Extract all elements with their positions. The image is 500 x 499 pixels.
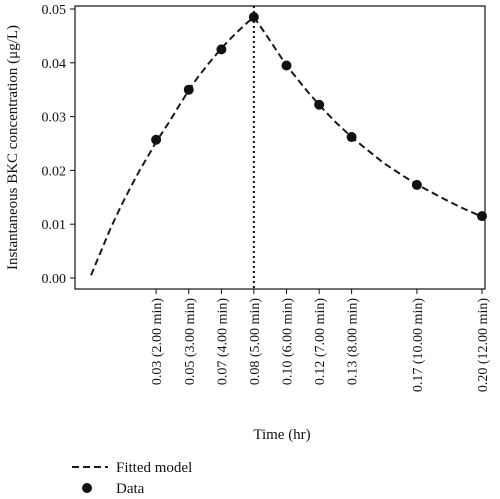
data-point [314, 99, 325, 110]
x-tick-label: 0.17 (10.00 min) [411, 298, 426, 392]
data-point [248, 12, 259, 23]
y-tick-label: 0.05 [42, 3, 67, 18]
legend: Fitted model Data [72, 460, 192, 497]
legend-label-data: Data [116, 481, 145, 497]
x-tick-label: 0.08 (5.00 min) [248, 298, 263, 385]
data-point [411, 179, 422, 190]
x-tick-label: 0.20 (12.00 min) [476, 298, 491, 392]
data-point [281, 60, 292, 71]
x-tick-label: 0.13 (8.00 min) [346, 298, 361, 385]
data-point [477, 211, 487, 222]
x-tick-label: 0.12 (7.00 min) [313, 298, 328, 385]
x-tick-label: 0.05 (3.00 min) [183, 298, 198, 385]
x-tick-label: 0.10 (6.00 min) [281, 298, 296, 385]
fitted-model-line [90, 15, 483, 276]
legend-circle-marker [82, 483, 92, 493]
data-point [151, 134, 162, 145]
y-tick-label: 0.01 [42, 218, 67, 233]
plot-area: 0.00 0.01 0.02 0.03 0.04 0.05 0.03 (2.00 min) 0… [42, 3, 492, 392]
y-axis-label: Instantaneous BKC concentration (μg/L) [5, 25, 21, 270]
data-point [216, 44, 227, 55]
plot-frame [74, 5, 486, 290]
x-tick-label: 0.03 (2.00 min) [150, 298, 165, 385]
y-tick-label: 0.00 [42, 272, 67, 287]
y-tick-label: 0.04 [42, 57, 67, 72]
legend-label-fitted-model: Fitted model [116, 460, 192, 476]
data-point [346, 132, 357, 143]
y-tick-label: 0.02 [42, 164, 67, 179]
x-tick-label: 0.07 (4.00 min) [215, 298, 230, 385]
x-axis-label: Time (hr) [253, 427, 310, 443]
data-point [183, 84, 194, 95]
y-tick-label: 0.03 [42, 111, 67, 126]
